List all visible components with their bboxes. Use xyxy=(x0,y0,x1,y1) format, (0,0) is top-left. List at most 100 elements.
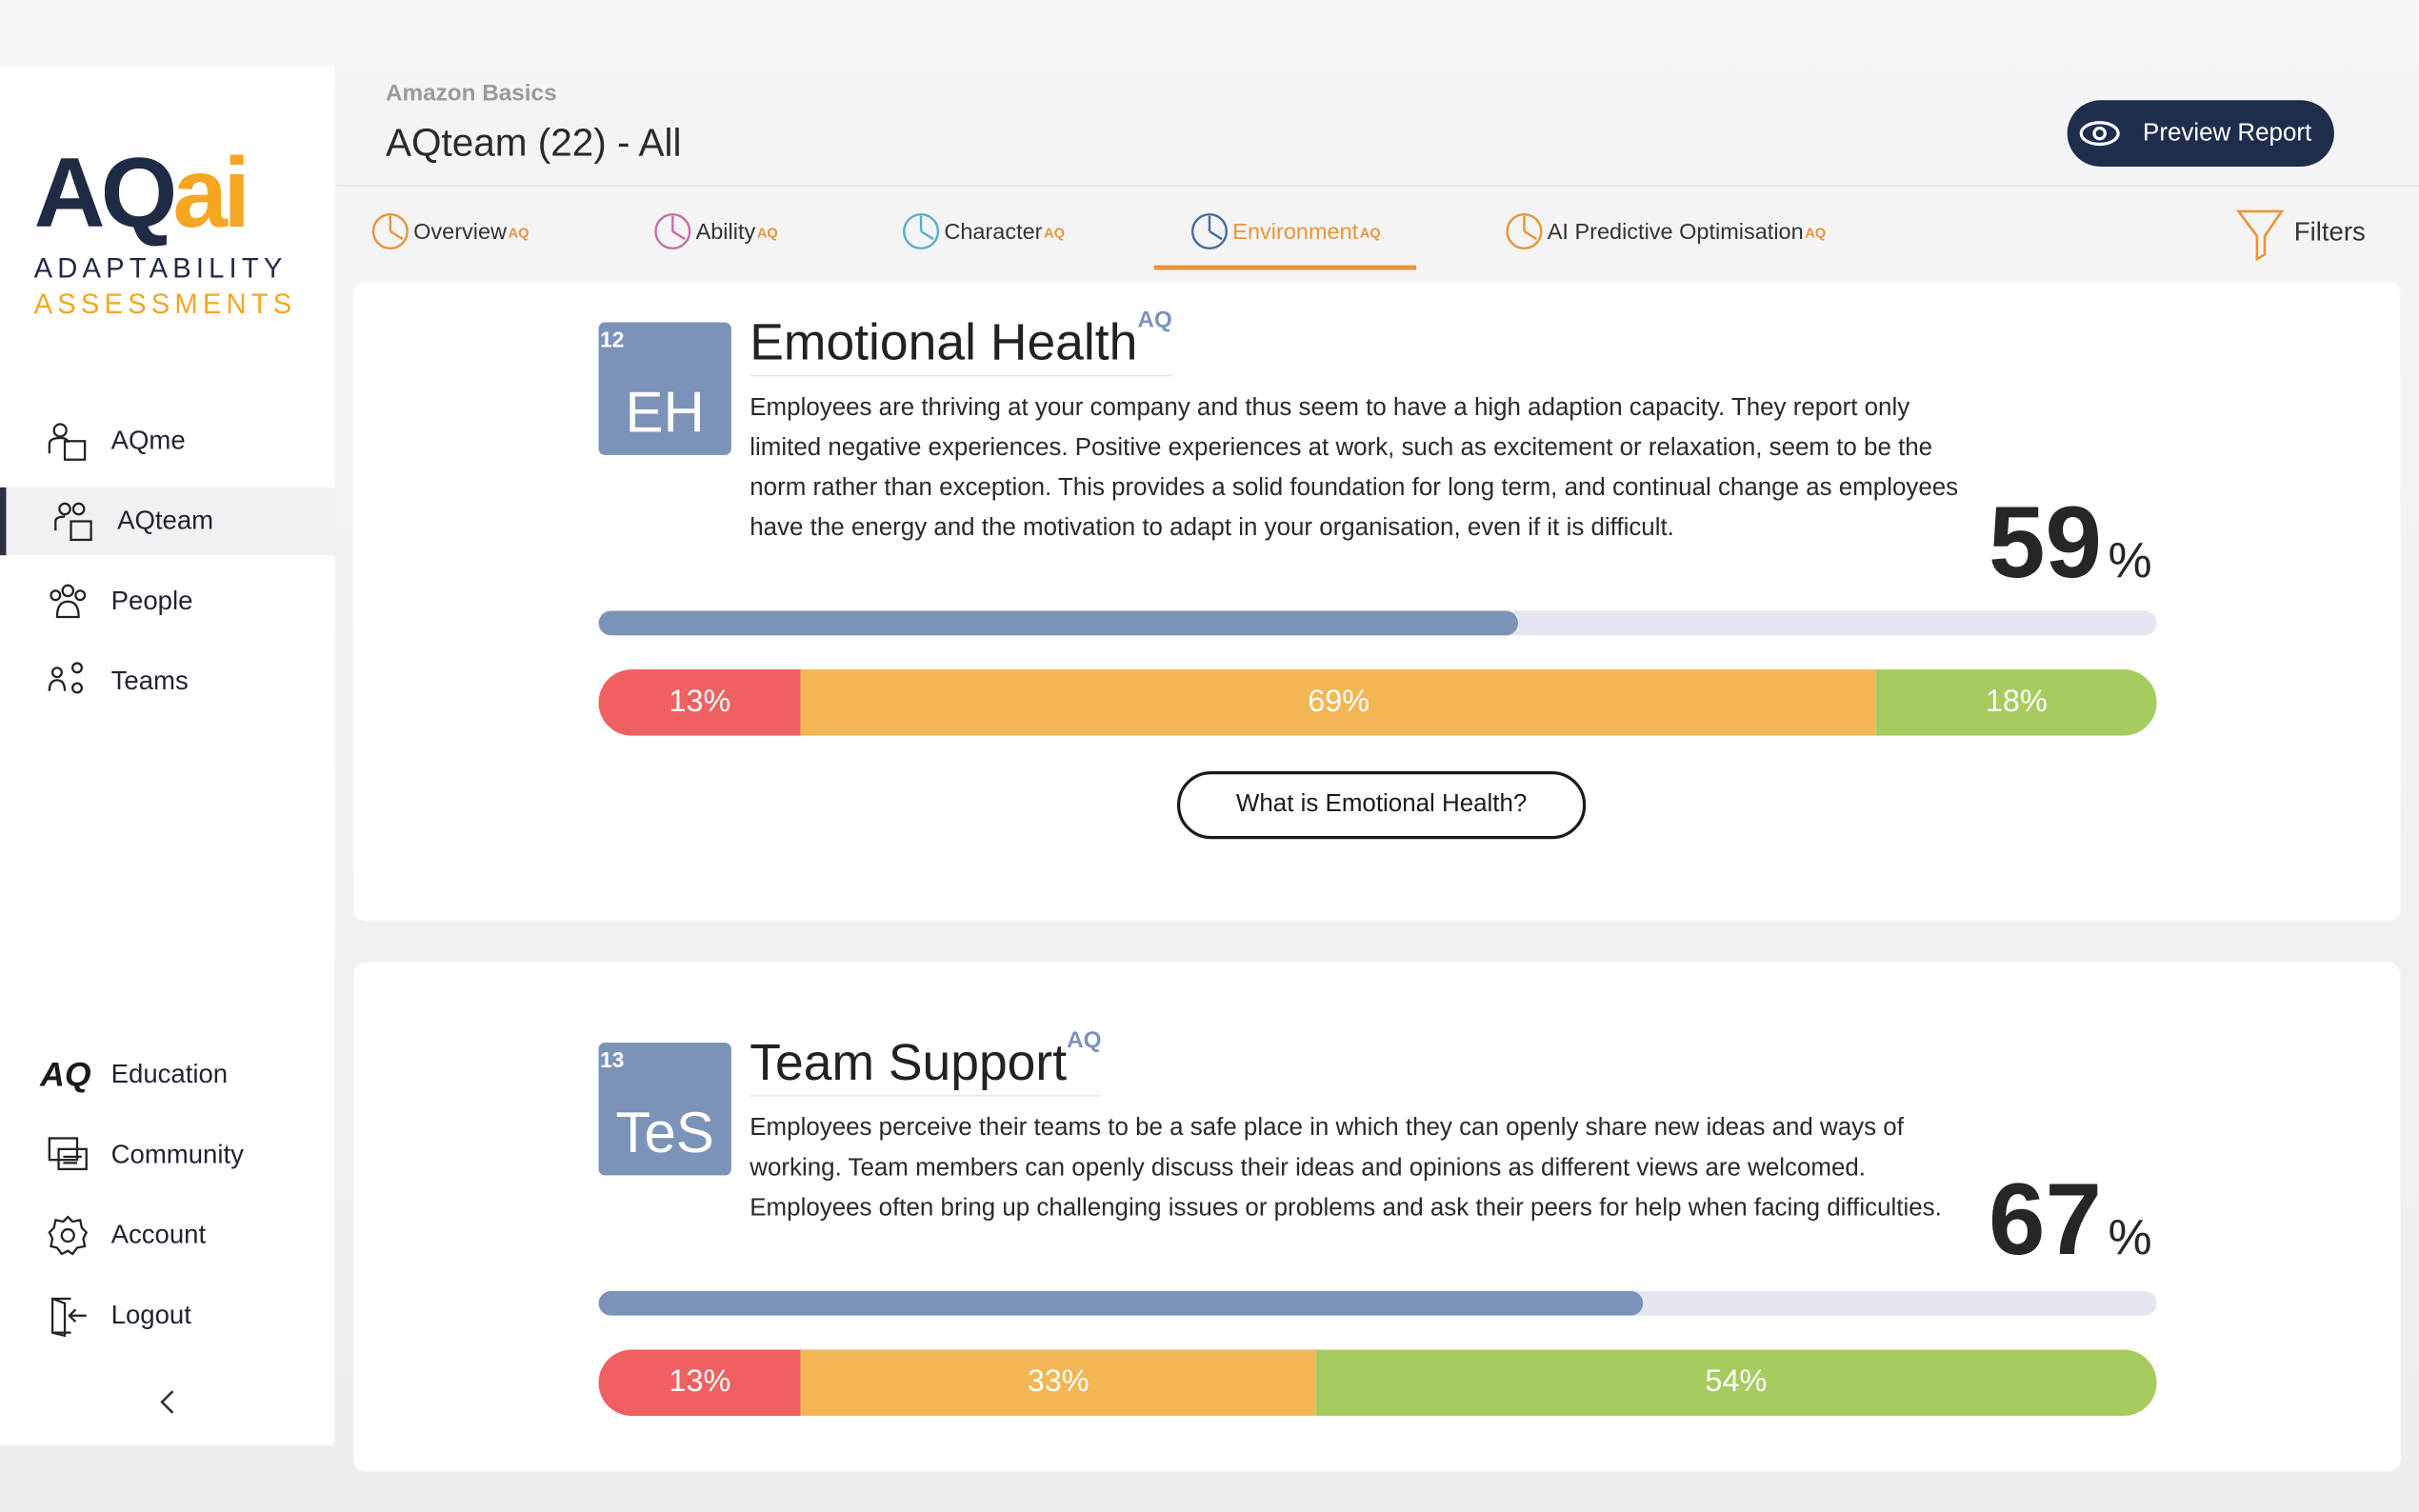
tab-label: Environment xyxy=(1232,220,1359,246)
distribution-segment: 13% xyxy=(598,1349,802,1417)
tab-underline xyxy=(1153,265,1417,270)
org-name: Amazon Basics xyxy=(385,80,557,107)
badge-code: TeS xyxy=(615,1101,714,1165)
icon xyxy=(903,212,940,250)
badge-number: 12 xyxy=(600,327,625,352)
segment-label: 54% xyxy=(1705,1364,1768,1400)
nav-label: Teams xyxy=(110,666,189,696)
icon xyxy=(54,502,92,542)
nav-label: People xyxy=(110,586,193,616)
preview-report-button[interactable]: Preview Report xyxy=(2067,100,2334,167)
tab[interactable]: AI Predictive Optimisation AQ xyxy=(1504,205,1826,260)
segment-label: 13% xyxy=(669,685,731,719)
progress-fill xyxy=(598,1290,1643,1316)
tab-sup: AQ xyxy=(1044,225,1066,241)
icon xyxy=(48,1137,88,1171)
nav-item[interactable]: Community xyxy=(0,1122,335,1189)
progress-track xyxy=(598,1290,2157,1316)
score-value: 59 xyxy=(1989,484,2102,599)
section-card: 12 EH Emotional HealthAQ Employees are thri… xyxy=(352,282,2401,922)
score-unit: % xyxy=(2108,531,2152,588)
nav-item[interactable]: Teams xyxy=(0,647,335,715)
icon xyxy=(50,1297,87,1338)
badge-number: 13 xyxy=(600,1046,625,1072)
logo-line: ASSESSMENTS xyxy=(33,288,297,320)
badge: 13 TeS xyxy=(598,1043,731,1176)
badge: 12 EH xyxy=(598,322,731,455)
tab[interactable]: Character AQ xyxy=(901,205,1065,260)
icon xyxy=(654,212,691,250)
eye-icon xyxy=(2079,121,2120,147)
tab-sup: AQ xyxy=(508,225,530,241)
title-sup: AQ xyxy=(1137,307,1172,333)
nav-item[interactable]: AQme xyxy=(0,408,335,475)
info-button[interactable]: What is Emotional Health? xyxy=(1176,770,1587,840)
logo-line: ADAPTABILITY xyxy=(33,252,288,285)
distribution-bar: 13% 69% 18% xyxy=(598,669,2157,736)
progress-track xyxy=(598,610,2157,636)
description: Employees perceive their teams to be a s… xyxy=(750,1115,1942,1222)
distribution-segment: 13% xyxy=(598,669,802,736)
tab-sup: AQ xyxy=(1359,225,1381,241)
nav-label: AQteam xyxy=(117,506,214,536)
nav-label: Logout xyxy=(110,1300,191,1330)
icon xyxy=(371,212,409,250)
title-text: Emotional Health xyxy=(750,312,1138,370)
nav-label: Community xyxy=(110,1140,244,1169)
icon xyxy=(50,584,87,619)
nav-item[interactable]: AQteam xyxy=(0,487,335,556)
icon xyxy=(48,1215,89,1256)
segment-label: 69% xyxy=(1308,685,1370,719)
tab-label: Overview xyxy=(413,220,508,246)
distribution-bar: 13% 33% 54% xyxy=(598,1349,2157,1417)
logo-mark: AQai xyxy=(34,136,250,250)
section-title: Emotional HealthAQ xyxy=(750,307,1172,377)
description: Employees are thriving at your company a… xyxy=(750,394,1959,542)
filters-button[interactable]: Filters xyxy=(2234,205,2366,261)
nav-item[interactable]: Account xyxy=(0,1202,335,1269)
filter-icon xyxy=(2235,209,2285,261)
distribution-segment: 69% xyxy=(801,669,1877,736)
tab-sup: AQ xyxy=(756,225,778,241)
section-card: 13 TeS Team SupportAQ Employees perceive th… xyxy=(352,962,2401,1472)
tab[interactable]: Overview AQ xyxy=(370,205,530,260)
badge-code: EH xyxy=(625,381,705,445)
sidebar xyxy=(0,66,335,1445)
tab-label: AI Predictive Optimisation xyxy=(1547,220,1804,246)
tab-label: Character xyxy=(944,220,1043,246)
nav-label: AQme xyxy=(110,426,186,455)
logo-accent: ai xyxy=(172,137,250,249)
score-unit: % xyxy=(2108,1209,2152,1265)
score: 67% xyxy=(1989,1160,2152,1277)
nav-item[interactable]: AQ Education xyxy=(0,1041,335,1108)
distribution-segment: 54% xyxy=(1315,1349,2157,1417)
icon xyxy=(48,662,83,694)
title-sup: AQ xyxy=(1067,1026,1102,1054)
collapse-button[interactable] xyxy=(154,1388,179,1416)
tab[interactable]: Environment AQ xyxy=(1190,205,1381,260)
page-title: AQteam (22) - All xyxy=(385,121,682,166)
nav-item[interactable]: Logout xyxy=(0,1282,335,1349)
score-value: 67 xyxy=(1989,1161,2102,1276)
tab-sup: AQ xyxy=(1805,225,1827,241)
tab-label: Ability xyxy=(695,220,756,246)
icon xyxy=(1506,212,1543,250)
section-title: Team SupportAQ xyxy=(750,1027,1102,1097)
nav-item[interactable]: People xyxy=(0,567,335,635)
tab-bar xyxy=(336,185,2419,271)
tab[interactable]: Ability AQ xyxy=(652,205,778,260)
icon xyxy=(1190,212,1229,250)
segment-label: 33% xyxy=(1027,1364,1090,1400)
nav-icon-text: AQ xyxy=(40,1055,91,1094)
score: 59% xyxy=(1989,483,2152,600)
segment-label: 13% xyxy=(669,1364,731,1400)
nav-label: Education xyxy=(110,1059,229,1089)
distribution-segment: 18% xyxy=(1876,669,2157,736)
filters-label: Filters xyxy=(2293,217,2366,248)
title-text: Team Support xyxy=(750,1033,1068,1091)
distribution-segment: 33% xyxy=(801,1349,1316,1417)
progress-fill xyxy=(598,610,1518,636)
